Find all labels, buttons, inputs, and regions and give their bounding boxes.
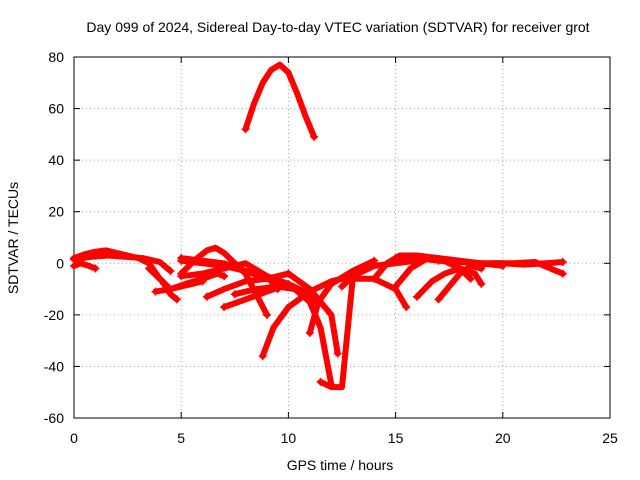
series-arc-16 bbox=[305, 256, 379, 337]
data-point bbox=[305, 328, 314, 337]
plot-frame bbox=[73, 56, 611, 419]
y-tick-label: -20 bbox=[44, 307, 64, 323]
x-axis-label: GPS time / hours bbox=[287, 457, 394, 473]
data-point bbox=[466, 261, 475, 270]
series-arc-6 bbox=[160, 279, 181, 304]
data-point bbox=[220, 272, 229, 281]
data-point bbox=[145, 264, 154, 273]
data-point bbox=[413, 292, 422, 301]
data-point bbox=[391, 282, 400, 291]
y-tick-label: 0 bbox=[56, 255, 64, 271]
series-arc-3 bbox=[70, 252, 175, 276]
data-point bbox=[258, 352, 267, 361]
series-line bbox=[467, 259, 566, 277]
series-line bbox=[285, 270, 341, 357]
series-line bbox=[71, 252, 174, 274]
data-point bbox=[160, 279, 169, 288]
data-point bbox=[166, 267, 175, 276]
data-point bbox=[202, 292, 211, 301]
x-tick-label: 25 bbox=[602, 430, 618, 446]
y-tick-label: 20 bbox=[48, 204, 64, 220]
series-line bbox=[242, 61, 318, 140]
x-tick-label: 0 bbox=[70, 430, 78, 446]
data-point bbox=[466, 274, 475, 283]
series-arc-25 bbox=[466, 259, 567, 278]
data-point bbox=[91, 264, 100, 273]
data-point bbox=[391, 254, 400, 263]
data-point bbox=[151, 287, 160, 296]
x-axis-ticks: 0 5 10 15 20 25 bbox=[70, 57, 618, 446]
data-point bbox=[262, 310, 271, 319]
data-point bbox=[370, 274, 379, 283]
y-axis-label: SDTVAR / TECUs bbox=[5, 182, 21, 294]
series-line bbox=[414, 265, 485, 300]
y-tick-label: -40 bbox=[44, 358, 64, 374]
data-point bbox=[241, 125, 250, 134]
y-tick-label: 60 bbox=[48, 101, 64, 117]
data-point bbox=[402, 303, 411, 312]
y-axis-ticks: -60 -40 -20 0 20 40 60 80 bbox=[44, 49, 610, 426]
x-tick-label: 5 bbox=[177, 430, 185, 446]
series-arc-17 bbox=[284, 269, 342, 358]
data-point bbox=[316, 377, 325, 386]
chart-title: Day 099 of 2024, Sidereal Day-to-day VTE… bbox=[86, 19, 589, 35]
series-arc-1 bbox=[70, 260, 100, 273]
data-point bbox=[333, 349, 342, 358]
series-line bbox=[161, 280, 180, 303]
data-point bbox=[70, 255, 78, 264]
data-point bbox=[220, 303, 229, 312]
series-arc-22 bbox=[413, 265, 486, 301]
y-tick-label: 40 bbox=[48, 152, 64, 168]
data-point bbox=[477, 279, 486, 288]
x-tick-label: 20 bbox=[495, 430, 511, 446]
data-point bbox=[177, 272, 186, 281]
series-line bbox=[203, 270, 292, 300]
data-point bbox=[558, 257, 567, 266]
data-point bbox=[284, 269, 293, 278]
series-line bbox=[231, 283, 335, 388]
data-point bbox=[338, 282, 346, 291]
data-point bbox=[177, 254, 186, 263]
data-traces bbox=[70, 61, 567, 391]
data-point bbox=[230, 290, 239, 299]
series-arc-14 bbox=[241, 61, 319, 141]
series-line bbox=[306, 257, 378, 336]
x-tick-label: 10 bbox=[281, 430, 297, 446]
y-tick-label: 80 bbox=[48, 49, 64, 65]
x-tick-label: 15 bbox=[388, 430, 404, 446]
data-point bbox=[310, 132, 319, 141]
y-tick-label: -60 bbox=[44, 410, 64, 426]
series-line bbox=[71, 260, 99, 272]
data-point bbox=[434, 295, 443, 304]
data-point bbox=[558, 269, 567, 278]
data-point bbox=[172, 295, 181, 304]
